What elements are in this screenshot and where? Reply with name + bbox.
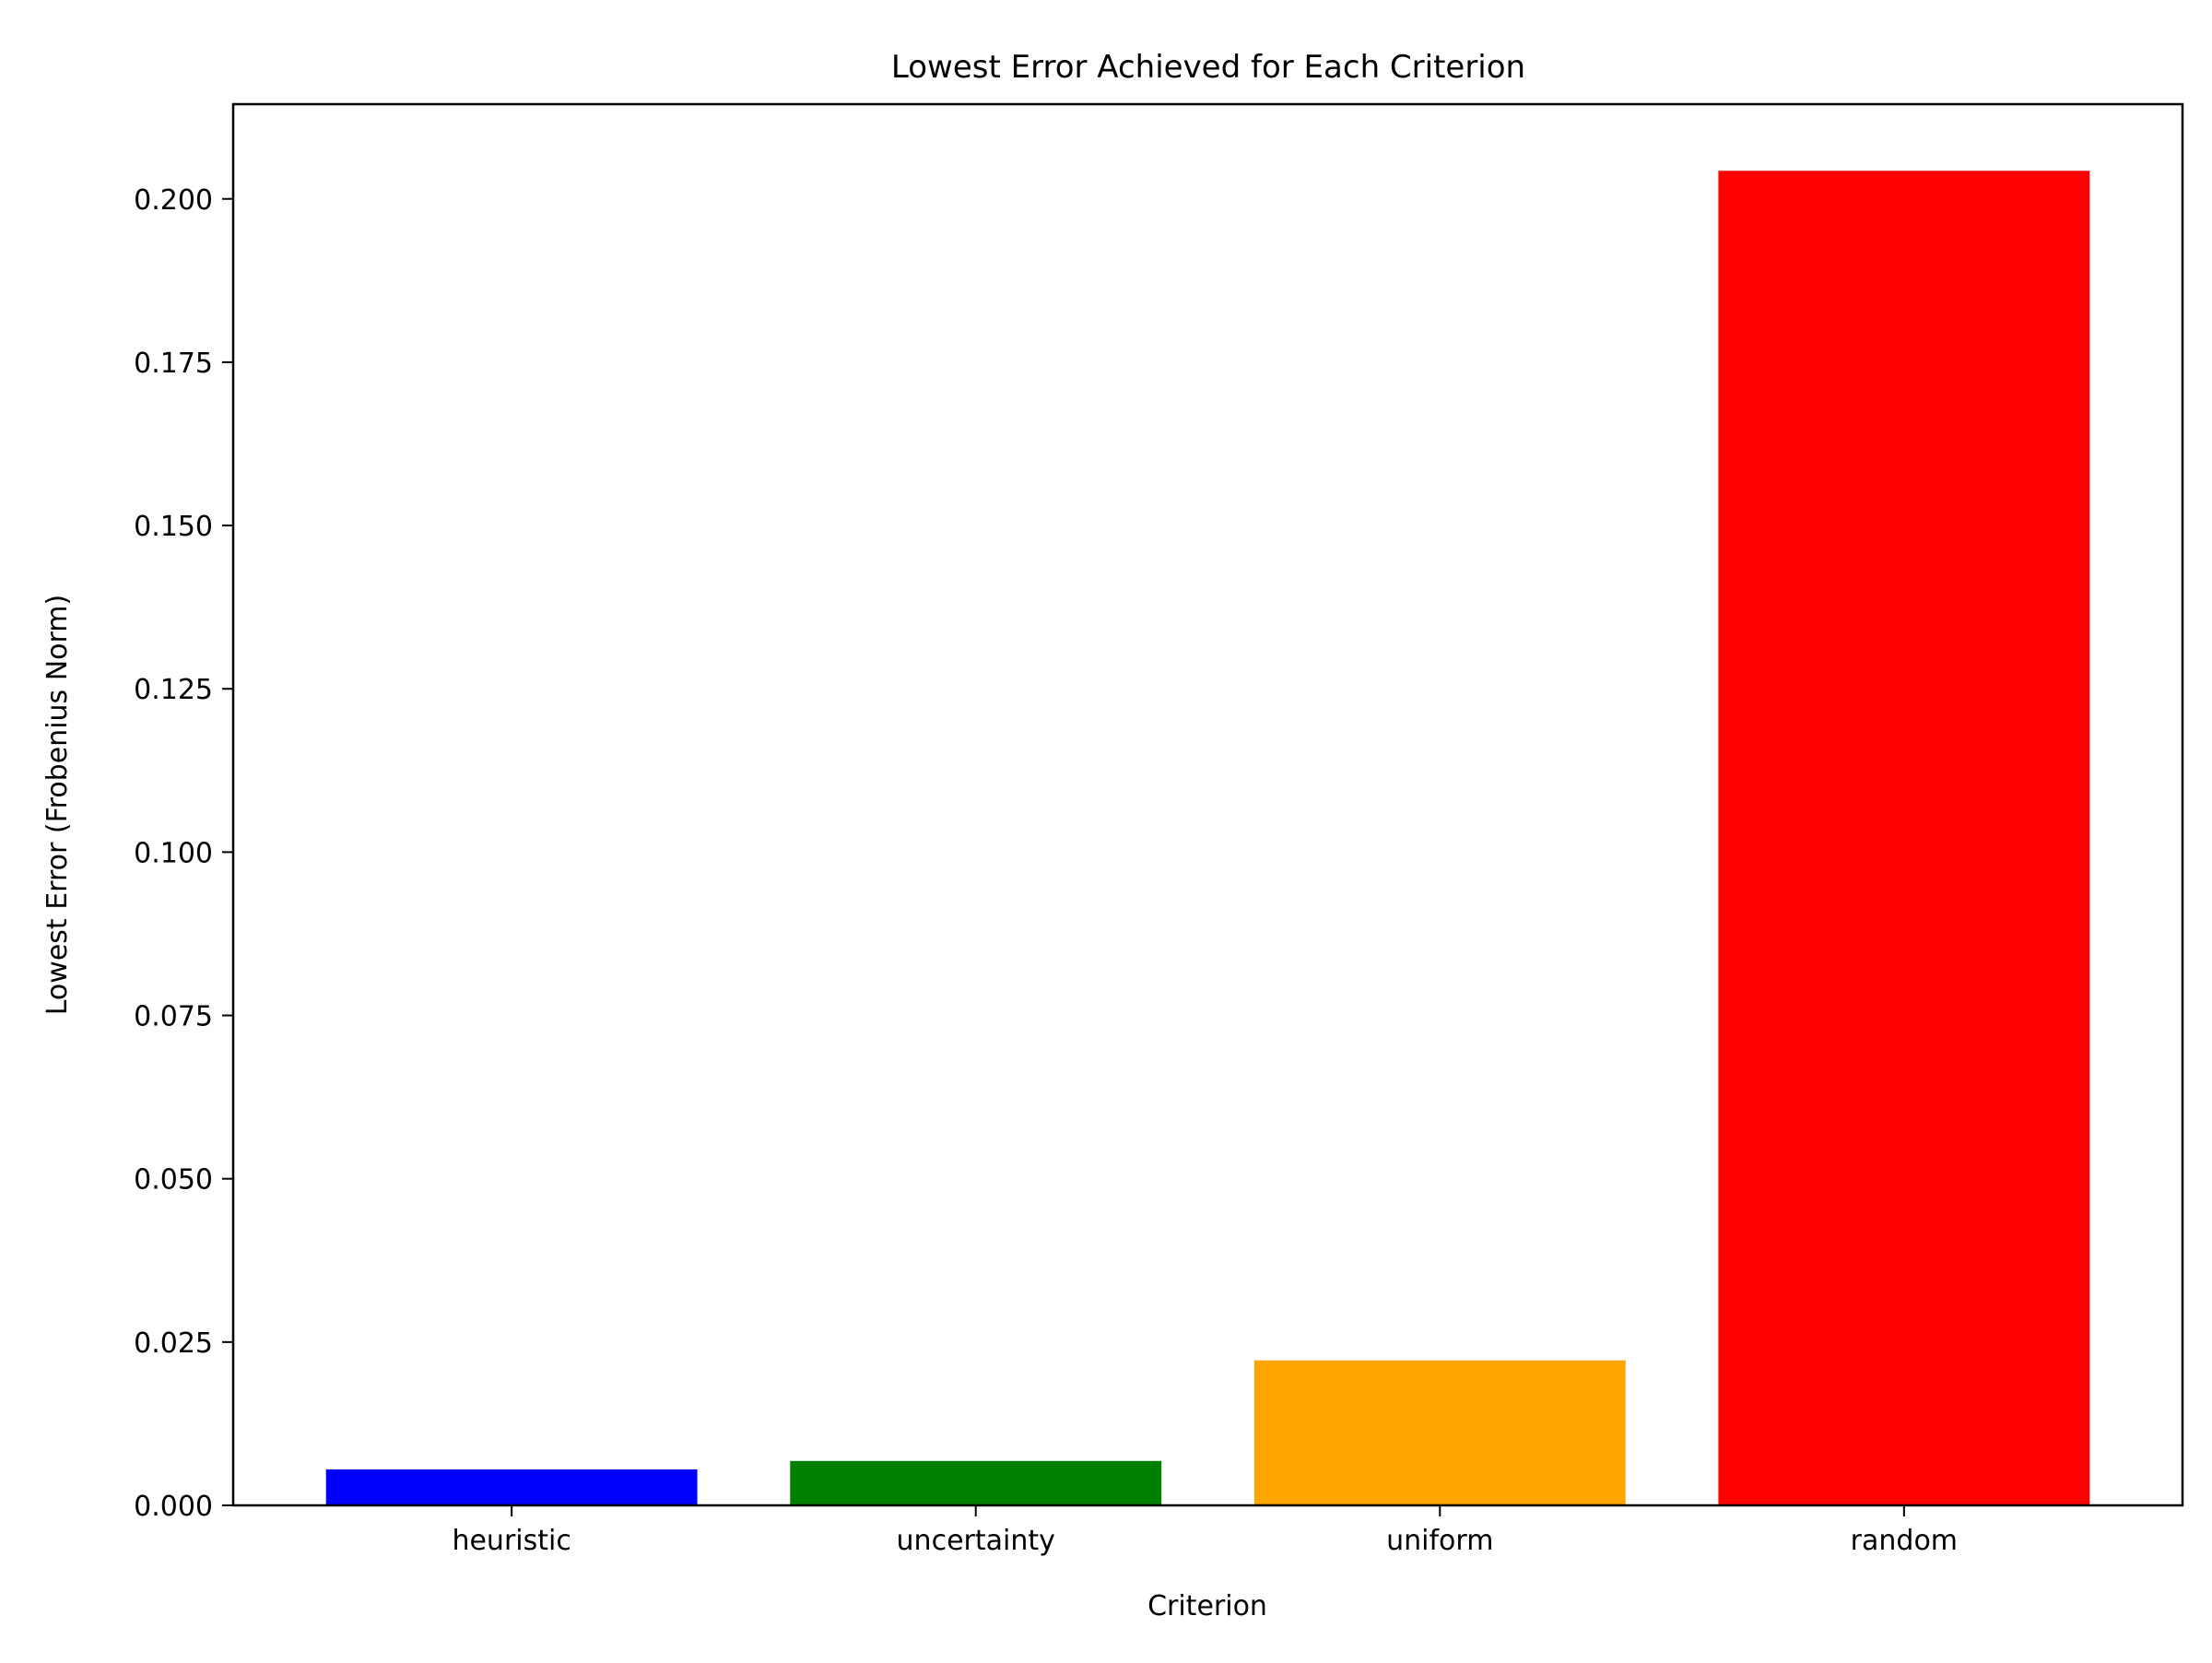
y-tick-label: 0.200 (134, 184, 213, 217)
y-axis: 0.000 0.025 0.050 0.075 0.100 0.125 0.150 0.175… (134, 184, 233, 1523)
x-axis-label: Criterion (1147, 1590, 1267, 1622)
y-tick-label: 0.175 (134, 348, 213, 380)
plot-frame (231, 102, 2184, 1507)
chart-title: Lowest Error Achieved for Each Criterion (891, 49, 1525, 86)
y-tick-label: 0.125 (134, 674, 213, 706)
x-tick-label: heuristic (452, 1525, 571, 1557)
y-tick-label: 0.050 (134, 1164, 213, 1197)
bars-group (325, 171, 2090, 1505)
y-tick-label: 0.025 (134, 1327, 213, 1360)
y-tick-label: 0.000 (134, 1491, 213, 1523)
bar-uniform (1253, 1360, 1626, 1505)
x-tick-label: uniform (1386, 1525, 1493, 1557)
bar-uncertainty (790, 1460, 1162, 1505)
y-axis-label: Lowest Error (Frobenius Norm) (41, 595, 74, 1016)
x-tick-label: random (1851, 1525, 1958, 1557)
y-tick-label: 0.150 (134, 511, 213, 543)
x-axis: heuristic uncertainty uniform random (452, 1505, 1958, 1557)
x-tick-label: uncertainty (897, 1525, 1055, 1557)
bar-heuristic (325, 1469, 698, 1505)
bar-random (1718, 171, 2090, 1505)
y-tick-label: 0.075 (134, 1001, 213, 1033)
y-tick-label: 0.100 (134, 837, 213, 869)
